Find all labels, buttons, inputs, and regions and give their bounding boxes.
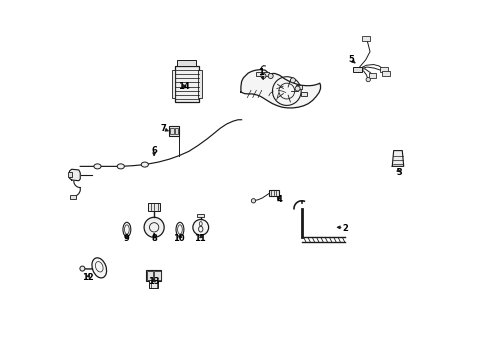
Bar bbox=[197, 214, 204, 217]
Polygon shape bbox=[69, 169, 80, 181]
Ellipse shape bbox=[94, 164, 101, 169]
Circle shape bbox=[251, 199, 255, 203]
Bar bbox=[147, 271, 152, 280]
Bar bbox=[68, 172, 72, 177]
Circle shape bbox=[290, 78, 295, 83]
Text: 8: 8 bbox=[151, 234, 157, 243]
Ellipse shape bbox=[122, 222, 131, 237]
Text: 5: 5 bbox=[348, 55, 354, 64]
Bar bbox=[149, 280, 158, 288]
Text: 12: 12 bbox=[81, 273, 93, 282]
Text: 6: 6 bbox=[151, 146, 157, 155]
Bar bbox=[296, 85, 301, 89]
Bar bbox=[263, 72, 268, 76]
Ellipse shape bbox=[92, 258, 106, 278]
Bar bbox=[362, 36, 369, 41]
Bar bbox=[352, 67, 361, 72]
Circle shape bbox=[366, 77, 369, 82]
Bar bbox=[300, 92, 306, 96]
Text: 2: 2 bbox=[341, 224, 347, 233]
Bar bbox=[379, 67, 387, 72]
Text: 4: 4 bbox=[276, 195, 282, 204]
Bar bbox=[174, 128, 178, 134]
Circle shape bbox=[192, 220, 208, 235]
Bar bbox=[154, 271, 160, 280]
Text: 1: 1 bbox=[257, 68, 263, 77]
Ellipse shape bbox=[176, 222, 183, 237]
Text: 13: 13 bbox=[148, 276, 160, 285]
Bar bbox=[382, 71, 389, 76]
Circle shape bbox=[267, 73, 273, 78]
Ellipse shape bbox=[117, 164, 124, 169]
Bar bbox=[148, 203, 160, 211]
Polygon shape bbox=[241, 69, 320, 108]
Bar bbox=[70, 195, 76, 199]
Bar bbox=[174, 66, 199, 102]
Bar bbox=[268, 190, 278, 197]
Bar bbox=[171, 69, 175, 98]
Bar bbox=[255, 72, 261, 76]
Circle shape bbox=[294, 86, 300, 91]
Text: 9: 9 bbox=[124, 234, 129, 243]
Text: 7: 7 bbox=[160, 124, 166, 133]
Text: 11: 11 bbox=[194, 234, 205, 243]
Bar bbox=[368, 73, 376, 78]
Bar bbox=[169, 126, 179, 135]
Bar bbox=[146, 270, 161, 281]
Circle shape bbox=[80, 266, 85, 271]
Ellipse shape bbox=[141, 162, 148, 167]
Text: 14: 14 bbox=[177, 82, 189, 91]
Circle shape bbox=[144, 217, 164, 237]
Text: 10: 10 bbox=[173, 234, 184, 243]
Text: 3: 3 bbox=[396, 168, 402, 177]
Bar bbox=[177, 59, 196, 66]
Bar bbox=[170, 128, 174, 134]
Bar bbox=[198, 69, 202, 98]
Circle shape bbox=[261, 73, 265, 78]
Polygon shape bbox=[391, 150, 403, 166]
